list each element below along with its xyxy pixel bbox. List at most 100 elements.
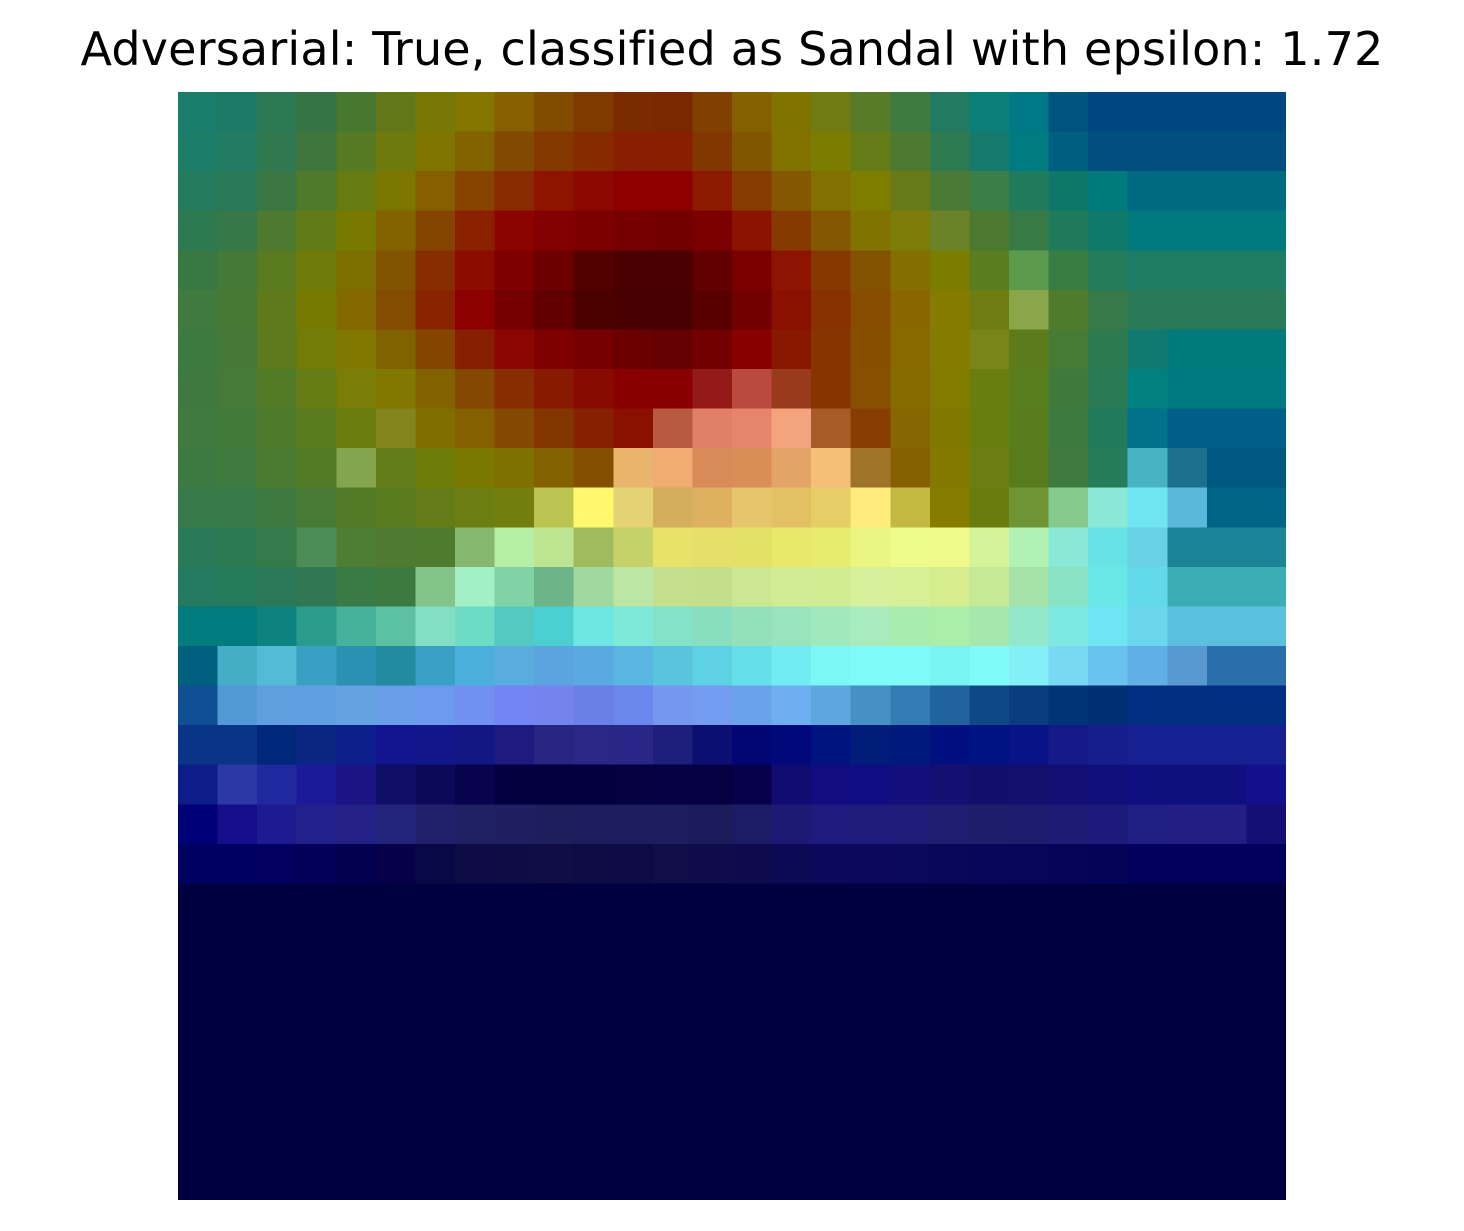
- heatmap-cell: [534, 92, 575, 133]
- heatmap-cell: [811, 646, 852, 687]
- heatmap-cell: [1048, 487, 1089, 528]
- heatmap-cell: [929, 843, 971, 885]
- heatmap-cell: [969, 962, 1010, 1003]
- heatmap-cell: [969, 1002, 1010, 1043]
- heatmap-cell: [890, 1120, 931, 1162]
- heatmap-cell: [732, 131, 773, 172]
- heatmap-cell: [415, 250, 456, 291]
- heatmap-cell: [652, 1160, 694, 1200]
- heatmap-cell: [375, 566, 417, 608]
- heatmap-cell: [1088, 329, 1129, 370]
- heatmap-cell: [811, 171, 852, 212]
- heatmap-cell: [969, 210, 1010, 251]
- heatmap-cell: [1246, 369, 1286, 410]
- heatmap-cell: [257, 1041, 298, 1082]
- heatmap-cell: [296, 804, 337, 845]
- heatmap-cell: [257, 1081, 298, 1122]
- heatmap-cell: [1246, 92, 1286, 133]
- heatmap-cell: [850, 210, 891, 251]
- heatmap-cell: [771, 1002, 812, 1043]
- heatmap-cell: [1048, 92, 1089, 133]
- heatmap-cell: [969, 725, 1010, 766]
- heatmap-cell: [1088, 250, 1129, 291]
- heatmap-cell: [1009, 566, 1050, 608]
- heatmap-cell: [1206, 408, 1248, 449]
- heatmap-cell: [692, 1081, 733, 1122]
- heatmap-cell: [811, 329, 852, 370]
- heatmap-cell: [336, 1041, 377, 1082]
- heatmap-cell: [455, 1041, 496, 1082]
- heatmap-cell: [1009, 289, 1050, 331]
- heatmap-cell: [336, 804, 377, 845]
- heatmap-cell: [296, 883, 337, 924]
- heatmap-cell: [1246, 606, 1286, 647]
- heatmap-cell: [573, 131, 614, 172]
- heatmap-cell: [692, 606, 733, 647]
- heatmap-cell: [929, 685, 971, 726]
- heatmap-cell: [890, 1160, 931, 1200]
- heatmap-cell: [1009, 804, 1050, 845]
- heatmap-cell: [573, 606, 614, 647]
- heatmap-cell: [1009, 131, 1050, 172]
- heatmap-cell: [1206, 566, 1248, 608]
- heatmap-cell: [217, 1120, 258, 1162]
- heatmap-cell: [1246, 962, 1286, 1003]
- heatmap-cell: [652, 764, 694, 805]
- heatmap-cell: [573, 725, 614, 766]
- heatmap-cell: [1206, 487, 1248, 528]
- heatmap-cell: [811, 448, 852, 489]
- heatmap-cell: [613, 448, 654, 489]
- heatmap-cell: [415, 92, 456, 133]
- heatmap-cell: [296, 527, 337, 568]
- heatmap-cell: [336, 210, 377, 251]
- heatmap-cell: [534, 764, 575, 805]
- heatmap-cell: [573, 289, 614, 331]
- heatmap-cell: [811, 92, 852, 133]
- heatmap-cell: [1127, 606, 1168, 647]
- heatmap-cell: [1048, 289, 1089, 331]
- heatmap-cell: [257, 843, 298, 885]
- heatmap-cell: [494, 171, 535, 212]
- heatmap-cell: [692, 685, 733, 726]
- heatmap-cell: [929, 923, 971, 964]
- heatmap-cell: [257, 685, 298, 726]
- heatmap-cell: [850, 1120, 891, 1162]
- heatmap-cell: [929, 1002, 971, 1043]
- heatmap-cell: [178, 962, 219, 1003]
- heatmap-cell: [890, 923, 931, 964]
- heatmap-cell: [375, 487, 417, 528]
- heatmap-cell: [178, 646, 219, 687]
- heatmap-cell: [573, 329, 614, 370]
- heatmap-cell: [1127, 289, 1168, 331]
- heatmap-cell: [1246, 804, 1286, 845]
- heatmap-cell: [415, 764, 456, 805]
- heatmap-cell: [1009, 923, 1050, 964]
- heatmap-cell: [494, 1081, 535, 1122]
- heatmap-cell: [732, 1160, 773, 1200]
- heatmap-cell: [1167, 131, 1208, 172]
- heatmap-cell: [1088, 685, 1129, 726]
- heatmap-cell: [890, 962, 931, 1003]
- heatmap-cell: [1246, 250, 1286, 291]
- heatmap-cell: [534, 606, 575, 647]
- heatmap-cell: [573, 1160, 614, 1200]
- heatmap-cell: [455, 171, 496, 212]
- heatmap-cell: [257, 606, 298, 647]
- heatmap-cell: [1048, 250, 1089, 291]
- heatmap-cell: [890, 804, 931, 845]
- heatmap-cell: [771, 1120, 812, 1162]
- heatmap-cell: [178, 685, 219, 726]
- heatmap-cell: [257, 487, 298, 528]
- heatmap-cell: [1167, 1041, 1208, 1082]
- heatmap-cell: [296, 1120, 337, 1162]
- heatmap-cell: [850, 646, 891, 687]
- heatmap-cell: [375, 923, 417, 964]
- heatmap-cell: [415, 606, 456, 647]
- heatmap-cell: [1009, 369, 1050, 410]
- heatmap-cell: [613, 1041, 654, 1082]
- heatmap-cell: [1088, 369, 1129, 410]
- heatmap-cell: [573, 527, 614, 568]
- heatmap-cell: [652, 843, 694, 885]
- heatmap-cell: [1048, 725, 1089, 766]
- heatmap-cell: [1048, 527, 1089, 568]
